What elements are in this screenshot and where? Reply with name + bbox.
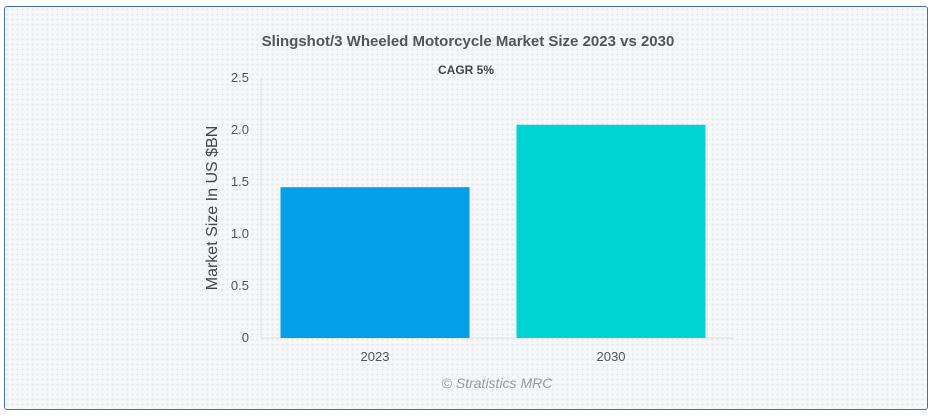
credit-watermark: © Stratistics MRC bbox=[442, 375, 554, 391]
chart-subtitle: CAGR 5% bbox=[438, 63, 494, 77]
bar-2023[interactable] bbox=[280, 187, 470, 338]
y-tick-label: 1.0 bbox=[231, 226, 249, 241]
y-axis-label: Market Size In US $BN bbox=[204, 126, 221, 291]
y-tick-label: 1.5 bbox=[231, 174, 249, 189]
y-ticks: 0 0.5 1.0 1.5 2.0 2.5 bbox=[231, 70, 249, 345]
x-ticks: 2023 2030 bbox=[361, 349, 626, 364]
chart-title: Slingshot/3 Wheeled Motorcycle Market Si… bbox=[262, 33, 675, 50]
x-tick-label: 2030 bbox=[597, 349, 626, 364]
y-tick-label: 2.0 bbox=[231, 122, 249, 137]
bars bbox=[280, 124, 706, 338]
y-tick-label: 2.5 bbox=[231, 70, 249, 85]
y-tick-label: 0 bbox=[242, 330, 249, 345]
x-tick-label: 2023 bbox=[361, 349, 390, 364]
bar-2030[interactable] bbox=[516, 124, 706, 338]
y-tick-label: 0.5 bbox=[231, 278, 249, 293]
